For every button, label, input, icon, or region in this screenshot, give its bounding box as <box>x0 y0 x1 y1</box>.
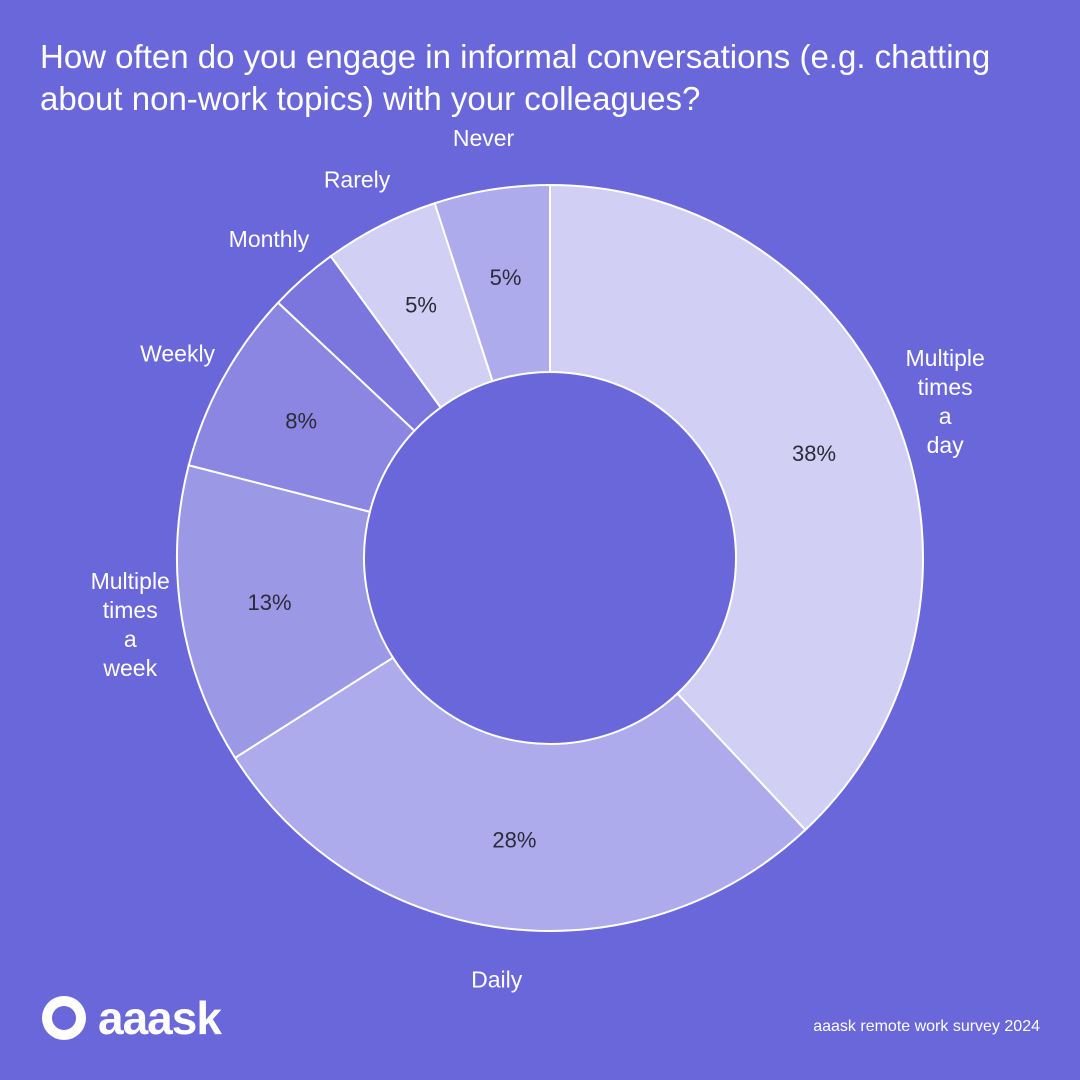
brand-name: aaask <box>98 992 222 1044</box>
slice-3[interactable] <box>176 464 395 760</box>
category-label: Daily <box>471 967 523 993</box>
category-label: Weekly <box>140 340 215 366</box>
slice-7[interactable] <box>433 183 551 383</box>
value-label: 38% <box>792 441 836 466</box>
category-label: Multiple times a day <box>906 345 985 458</box>
value-label: 8% <box>285 409 317 434</box>
slice-1[interactable] <box>549 183 924 832</box>
value-label: 5% <box>405 292 437 317</box>
category-label: Multiple times a week <box>91 568 170 681</box>
value-label: 28% <box>492 827 536 852</box>
slice-2[interactable] <box>233 656 807 932</box>
category-label: Rarely <box>324 166 391 192</box>
value-label: 13% <box>247 590 291 615</box>
category-label: Monthly <box>229 226 310 252</box>
brand-logo[interactable]: aaask <box>38 990 222 1046</box>
category-label: Never <box>453 125 515 151</box>
chart-title: How often do you engage in informal conv… <box>40 38 991 117</box>
aaask-logo-icon <box>42 996 86 1040</box>
footer-source: aaask remote work survey 2024 <box>813 1018 1040 1035</box>
value-label: 5% <box>490 265 522 290</box>
